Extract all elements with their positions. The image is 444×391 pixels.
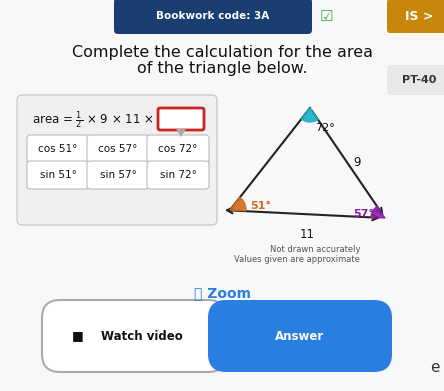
FancyBboxPatch shape bbox=[27, 161, 89, 189]
Text: sin 51°: sin 51° bbox=[40, 170, 76, 180]
Text: Watch video: Watch video bbox=[101, 330, 183, 343]
FancyBboxPatch shape bbox=[27, 135, 89, 163]
Text: 51°: 51° bbox=[250, 201, 271, 211]
Text: area = $\frac{1}{2}$ × 9 × 11 ×: area = $\frac{1}{2}$ × 9 × 11 × bbox=[32, 109, 154, 131]
Text: cos 72°: cos 72° bbox=[159, 144, 198, 154]
Text: sin 57°: sin 57° bbox=[99, 170, 136, 180]
Text: cos 57°: cos 57° bbox=[98, 144, 138, 154]
FancyBboxPatch shape bbox=[87, 161, 149, 189]
FancyBboxPatch shape bbox=[87, 135, 149, 163]
Text: Values given are approximate: Values given are approximate bbox=[234, 255, 360, 264]
Text: 57°: 57° bbox=[353, 209, 374, 219]
FancyBboxPatch shape bbox=[42, 300, 226, 372]
FancyBboxPatch shape bbox=[387, 0, 444, 33]
Text: Answer: Answer bbox=[275, 330, 325, 343]
FancyBboxPatch shape bbox=[147, 135, 209, 163]
FancyBboxPatch shape bbox=[208, 300, 392, 372]
Text: Not drawn accurately: Not drawn accurately bbox=[270, 246, 360, 255]
Text: of the triangle below.: of the triangle below. bbox=[137, 61, 307, 75]
FancyBboxPatch shape bbox=[147, 161, 209, 189]
FancyBboxPatch shape bbox=[17, 95, 217, 225]
Text: 9: 9 bbox=[353, 156, 361, 170]
Text: PT-40: PT-40 bbox=[402, 75, 436, 85]
Text: Bookwork code: 3A: Bookwork code: 3A bbox=[156, 11, 270, 21]
FancyBboxPatch shape bbox=[158, 108, 204, 130]
Text: sin 72°: sin 72° bbox=[159, 170, 196, 180]
Text: cos 51°: cos 51° bbox=[38, 144, 78, 154]
Polygon shape bbox=[371, 206, 385, 218]
Text: Complete the calculation for the area: Complete the calculation for the area bbox=[71, 45, 373, 59]
FancyBboxPatch shape bbox=[387, 65, 444, 95]
Polygon shape bbox=[176, 129, 186, 137]
Text: IS >: IS > bbox=[405, 9, 433, 23]
Text: 🔍 Zoom: 🔍 Zoom bbox=[194, 286, 250, 300]
Text: 11: 11 bbox=[300, 228, 315, 241]
Polygon shape bbox=[230, 197, 246, 211]
FancyBboxPatch shape bbox=[114, 0, 312, 34]
Text: ■: ■ bbox=[72, 330, 84, 343]
Text: e: e bbox=[430, 361, 440, 375]
Text: ☑: ☑ bbox=[319, 9, 333, 23]
Polygon shape bbox=[301, 108, 318, 122]
Text: 72°: 72° bbox=[315, 123, 335, 133]
